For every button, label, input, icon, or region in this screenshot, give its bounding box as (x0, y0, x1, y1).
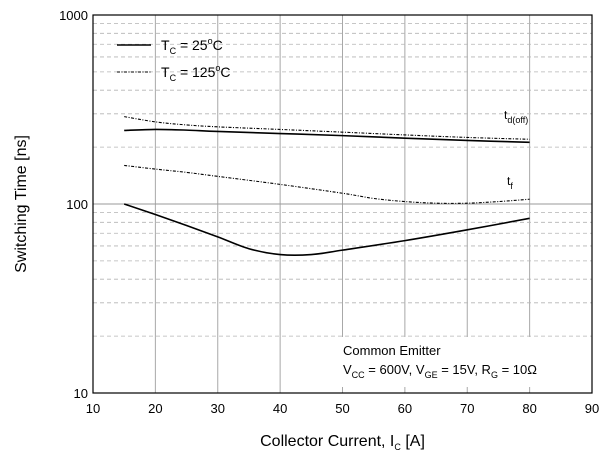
y-axis-title: Switching Time [ns] (13, 135, 30, 273)
x-tick-label-80: 80 (522, 401, 536, 416)
plot-frame (92, 14, 593, 394)
curve-label-td-off: td(off) (504, 108, 528, 125)
annotation-line-1: Common Emitter (343, 343, 441, 358)
y-tick-label-10: 10 (74, 386, 88, 401)
tick-labels: 10 20 30 40 50 60 70 80 90 10 100 1000 (59, 8, 599, 416)
annotation-line-2-part: V (343, 362, 352, 377)
x-tick-label-60: 60 (398, 401, 412, 416)
annotation-line-2-part: GE (425, 370, 438, 380)
series-lines (123, 116, 530, 257)
series-line-tf-125c (124, 164, 530, 204)
legend-label-125c: TC = 125oC (161, 63, 231, 83)
x-tick-label-90: 90 (585, 401, 599, 416)
y-tick-label-1000: 1000 (59, 8, 88, 23)
annotation-line-2-part: G (491, 370, 498, 380)
annotation-line-2-part: = 15V, R (438, 362, 491, 377)
x-axis-title-unit: [A] (401, 433, 425, 450)
x-tick-label-20: 20 (148, 401, 162, 416)
x-axis-title-main: Collector Current, I (260, 433, 394, 450)
x-axis-title-sub: C (394, 442, 401, 452)
series-line-tf-25c (123, 203, 530, 257)
grid (93, 15, 592, 393)
x-axis-title: Collector Current, IC [A] (260, 433, 425, 452)
x-tick-label-30: 30 (211, 401, 225, 416)
annotation-line-2-part: = 10Ω (498, 362, 537, 377)
legend: TC = 25oC TC = 125oC (117, 36, 231, 83)
x-tick-label-70: 70 (460, 401, 474, 416)
annotation-line-2-part: = 600V, V (365, 362, 425, 377)
x-tick-label-40: 40 (273, 401, 287, 416)
legend-label-25c: TC = 25oC (161, 36, 223, 56)
curve-label-tf: tf (507, 174, 513, 191)
x-tick-label-50: 50 (335, 401, 349, 416)
x-tick-label-10: 10 (86, 401, 100, 416)
annotation-line-2-part: CC (352, 370, 365, 380)
series-line-td-off-25c (124, 128, 530, 144)
series-line-td-off-125c (124, 116, 530, 140)
annotation-box: Common Emitter VCC = 600V, VGE = 15V, RG… (334, 337, 586, 387)
y-tick-label-100: 100 (66, 197, 88, 212)
annotation-line-2: VCC = 600V, VGE = 15V, RG = 10Ω (343, 362, 537, 380)
